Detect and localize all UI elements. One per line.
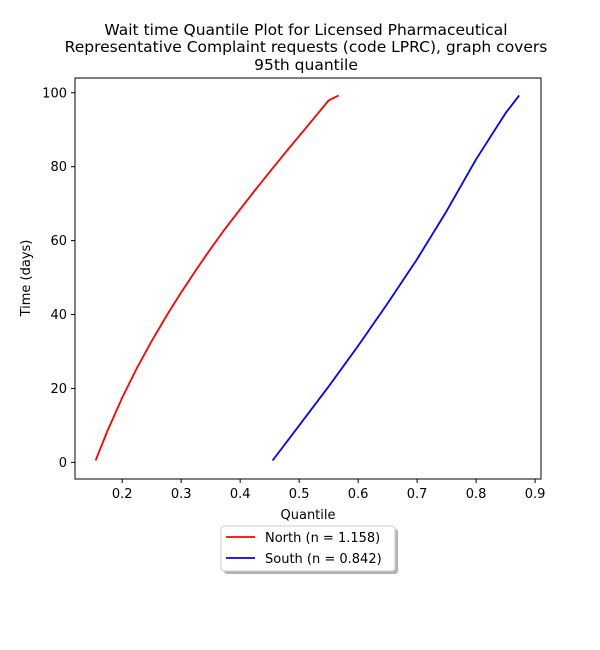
chart-title: Wait time Quantile Plot for Licensed Pha…	[65, 21, 548, 74]
title-line-3: 95th quantile	[254, 56, 358, 74]
series-line-south	[271, 94, 520, 462]
x-tick-label: 0.4	[230, 487, 251, 502]
legend-label-north: North (n = 1.158)	[265, 531, 380, 546]
title-line-2: Representative Complaint requests (code …	[65, 38, 548, 56]
x-tick-label: 0.9	[525, 487, 546, 502]
x-axis-label: Quantile	[281, 508, 336, 523]
x-tick-label: 0.7	[407, 487, 428, 502]
y-tick-label: 0	[59, 456, 67, 471]
x-tick-label: 0.8	[466, 487, 487, 502]
series-line-north	[94, 94, 340, 461]
x-tick-label: 0.5	[289, 487, 310, 502]
legend-label-south: South (n = 0.842)	[265, 552, 382, 567]
x-tick-label: 0.3	[171, 487, 192, 502]
series-layer	[94, 94, 520, 462]
title-line-1: Wait time Quantile Plot for Licensed Pha…	[104, 21, 507, 39]
y-axis-label: Time (days)	[19, 240, 34, 318]
x-axis: 0.2 0.3 0.4 0.5 0.6 0.7 0.8 0.9	[112, 479, 546, 502]
y-tick-label: 40	[50, 308, 67, 323]
legend-box	[220, 525, 396, 572]
y-tick-label: 60	[50, 234, 67, 249]
y-tick-label: 80	[50, 160, 67, 175]
legend: North (n = 1.158) South (n = 0.842)	[220, 525, 398, 574]
plot-frame	[74, 77, 542, 480]
y-tick-label: 20	[50, 382, 67, 397]
x-tick-label: 0.2	[112, 487, 133, 502]
y-axis: 0 20 40 60 80 100	[42, 86, 75, 471]
y-tick-label: 100	[42, 86, 67, 101]
x-tick-label: 0.6	[348, 487, 369, 502]
